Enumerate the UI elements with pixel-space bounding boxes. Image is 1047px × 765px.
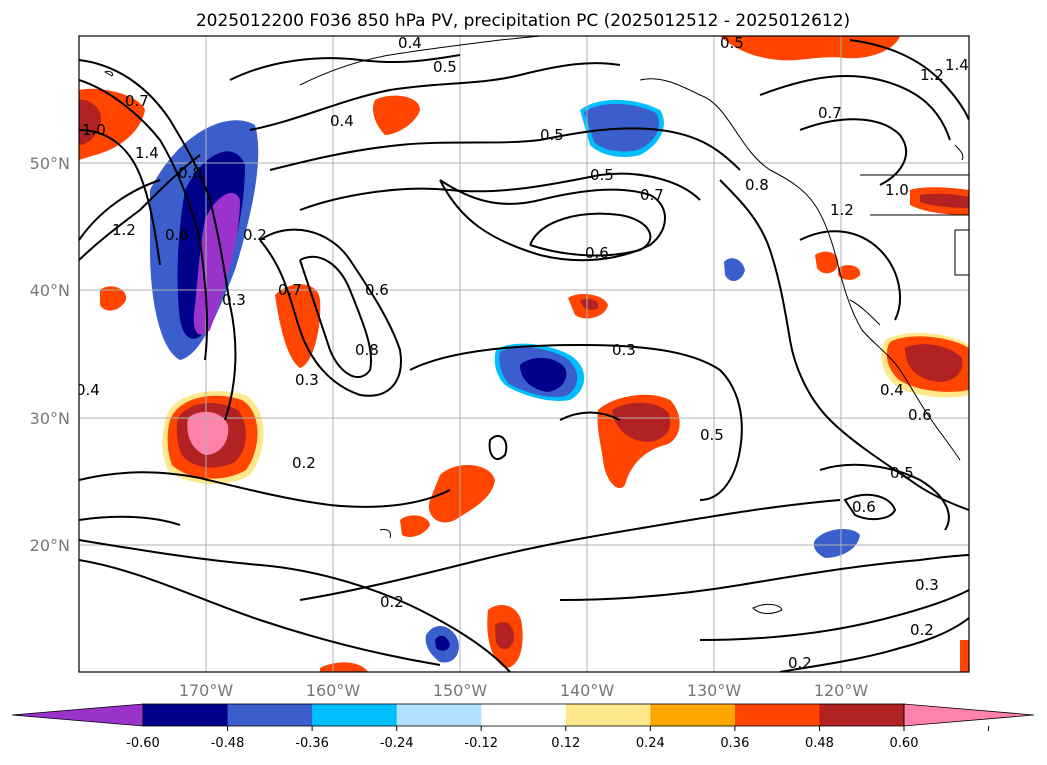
svg-text:0.4: 0.4 bbox=[76, 381, 100, 399]
svg-text:0.8: 0.8 bbox=[745, 176, 769, 194]
colorbar-segment bbox=[481, 704, 567, 726]
svg-text:0.2: 0.2 bbox=[910, 621, 934, 639]
svg-text:1.4: 1.4 bbox=[135, 144, 159, 162]
lon-label: 130°W bbox=[687, 681, 742, 700]
colorbar-border bbox=[142, 703, 905, 727]
svg-text:0.4: 0.4 bbox=[880, 381, 904, 399]
lon-label: 160°W bbox=[306, 681, 361, 700]
svg-text:0.7: 0.7 bbox=[278, 281, 302, 299]
pv-contours bbox=[79, 39, 969, 672]
svg-text:0.5: 0.5 bbox=[700, 426, 724, 444]
svg-text:0.5: 0.5 bbox=[590, 166, 614, 184]
map-area: 0.7 1.0 1.4 0.8 0.6 1.2 0.4 0.5 0.5 0.4 … bbox=[76, 34, 969, 672]
longitude-labels: 170°W 160°W 150°W 140°W 130°W 120°W bbox=[179, 681, 869, 700]
colorbar-label: -0.24 bbox=[380, 736, 414, 751]
svg-text:0.5: 0.5 bbox=[540, 126, 564, 144]
svg-text:0.4: 0.4 bbox=[398, 34, 422, 52]
svg-text:0.8: 0.8 bbox=[178, 164, 202, 182]
svg-text:1.0: 1.0 bbox=[82, 121, 106, 139]
svg-text:0.3: 0.3 bbox=[612, 341, 636, 359]
svg-text:0.4: 0.4 bbox=[330, 112, 354, 130]
lat-label: 50°N bbox=[30, 154, 70, 173]
svg-text:0.6: 0.6 bbox=[908, 406, 932, 424]
svg-text:1.2: 1.2 bbox=[112, 221, 136, 239]
svg-text:1.2: 1.2 bbox=[920, 66, 944, 84]
svg-text:0.5: 0.5 bbox=[720, 34, 744, 52]
lat-label: 20°N bbox=[30, 536, 70, 555]
svg-text:1.4: 1.4 bbox=[945, 56, 969, 74]
svg-text:0.7: 0.7 bbox=[125, 92, 149, 110]
colorbar-segment bbox=[227, 704, 313, 726]
colorbar-label: -0.48 bbox=[211, 736, 245, 751]
svg-text:0.3: 0.3 bbox=[295, 371, 319, 389]
colorbar: -0.60 -0.48 -0.36 -0.24 -0.12 0.12 0.24 0.36 0.4… bbox=[11, 703, 1035, 751]
colorbar-segment bbox=[143, 704, 229, 726]
svg-text:1.0: 1.0 bbox=[885, 181, 909, 199]
lat-label: 40°N bbox=[30, 281, 70, 300]
colorbar-segment bbox=[819, 704, 905, 726]
lon-label: 150°W bbox=[433, 681, 488, 700]
colorbar-segment bbox=[734, 704, 820, 726]
colorbar-segment bbox=[396, 704, 482, 726]
colorbar-label: 0.60 bbox=[890, 736, 919, 751]
svg-text:0.3: 0.3 bbox=[222, 291, 246, 309]
svg-text:1.2: 1.2 bbox=[830, 201, 854, 219]
svg-text:0.7: 0.7 bbox=[640, 186, 664, 204]
colorbar-label: 0.48 bbox=[805, 736, 834, 751]
colorbar-label: 0.12 bbox=[551, 736, 580, 751]
colorbar-label: 0.36 bbox=[720, 736, 749, 751]
colorbar-label: -0.36 bbox=[295, 736, 329, 751]
lon-label: 140°W bbox=[560, 681, 615, 700]
svg-text:0.2: 0.2 bbox=[788, 654, 812, 672]
colorbar-label: 0.24 bbox=[636, 736, 665, 751]
map-frame bbox=[78, 35, 970, 673]
svg-text:0.7: 0.7 bbox=[818, 104, 842, 122]
lat-label: 30°N bbox=[30, 409, 70, 428]
svg-text:0.2: 0.2 bbox=[243, 226, 267, 244]
svg-text:0.6: 0.6 bbox=[165, 226, 189, 244]
colorbar-label: -0.12 bbox=[464, 736, 498, 751]
contour-labels: 0.7 1.0 1.4 0.8 0.6 1.2 0.4 0.5 0.5 0.4 … bbox=[76, 34, 969, 672]
svg-text:0.5: 0.5 bbox=[890, 464, 914, 482]
svg-text:0.2: 0.2 bbox=[292, 454, 316, 472]
latitude-labels: 50°N 40°N 30°N 20°N bbox=[30, 154, 70, 555]
svg-text:0.2: 0.2 bbox=[380, 593, 404, 611]
svg-text:0.5: 0.5 bbox=[433, 58, 457, 76]
lon-label: 120°W bbox=[814, 681, 869, 700]
colorbar-extend-max bbox=[903, 703, 1035, 727]
colorbar-extend-min bbox=[11, 703, 144, 727]
figure-title: 2025012200 F036 850 hPa PV, precipitatio… bbox=[196, 11, 850, 31]
colorbar-segment bbox=[650, 704, 736, 726]
colorbar-label: -0.60 bbox=[126, 736, 160, 751]
svg-text:0.6: 0.6 bbox=[852, 498, 876, 516]
lon-label: 170°W bbox=[179, 681, 234, 700]
svg-text:0.6: 0.6 bbox=[585, 244, 609, 262]
svg-text:0.6: 0.6 bbox=[365, 281, 389, 299]
colorbar-segment bbox=[565, 704, 651, 726]
svg-text:0.3: 0.3 bbox=[915, 576, 939, 594]
svg-text:0.8: 0.8 bbox=[355, 341, 379, 359]
colorbar-segment bbox=[312, 704, 398, 726]
